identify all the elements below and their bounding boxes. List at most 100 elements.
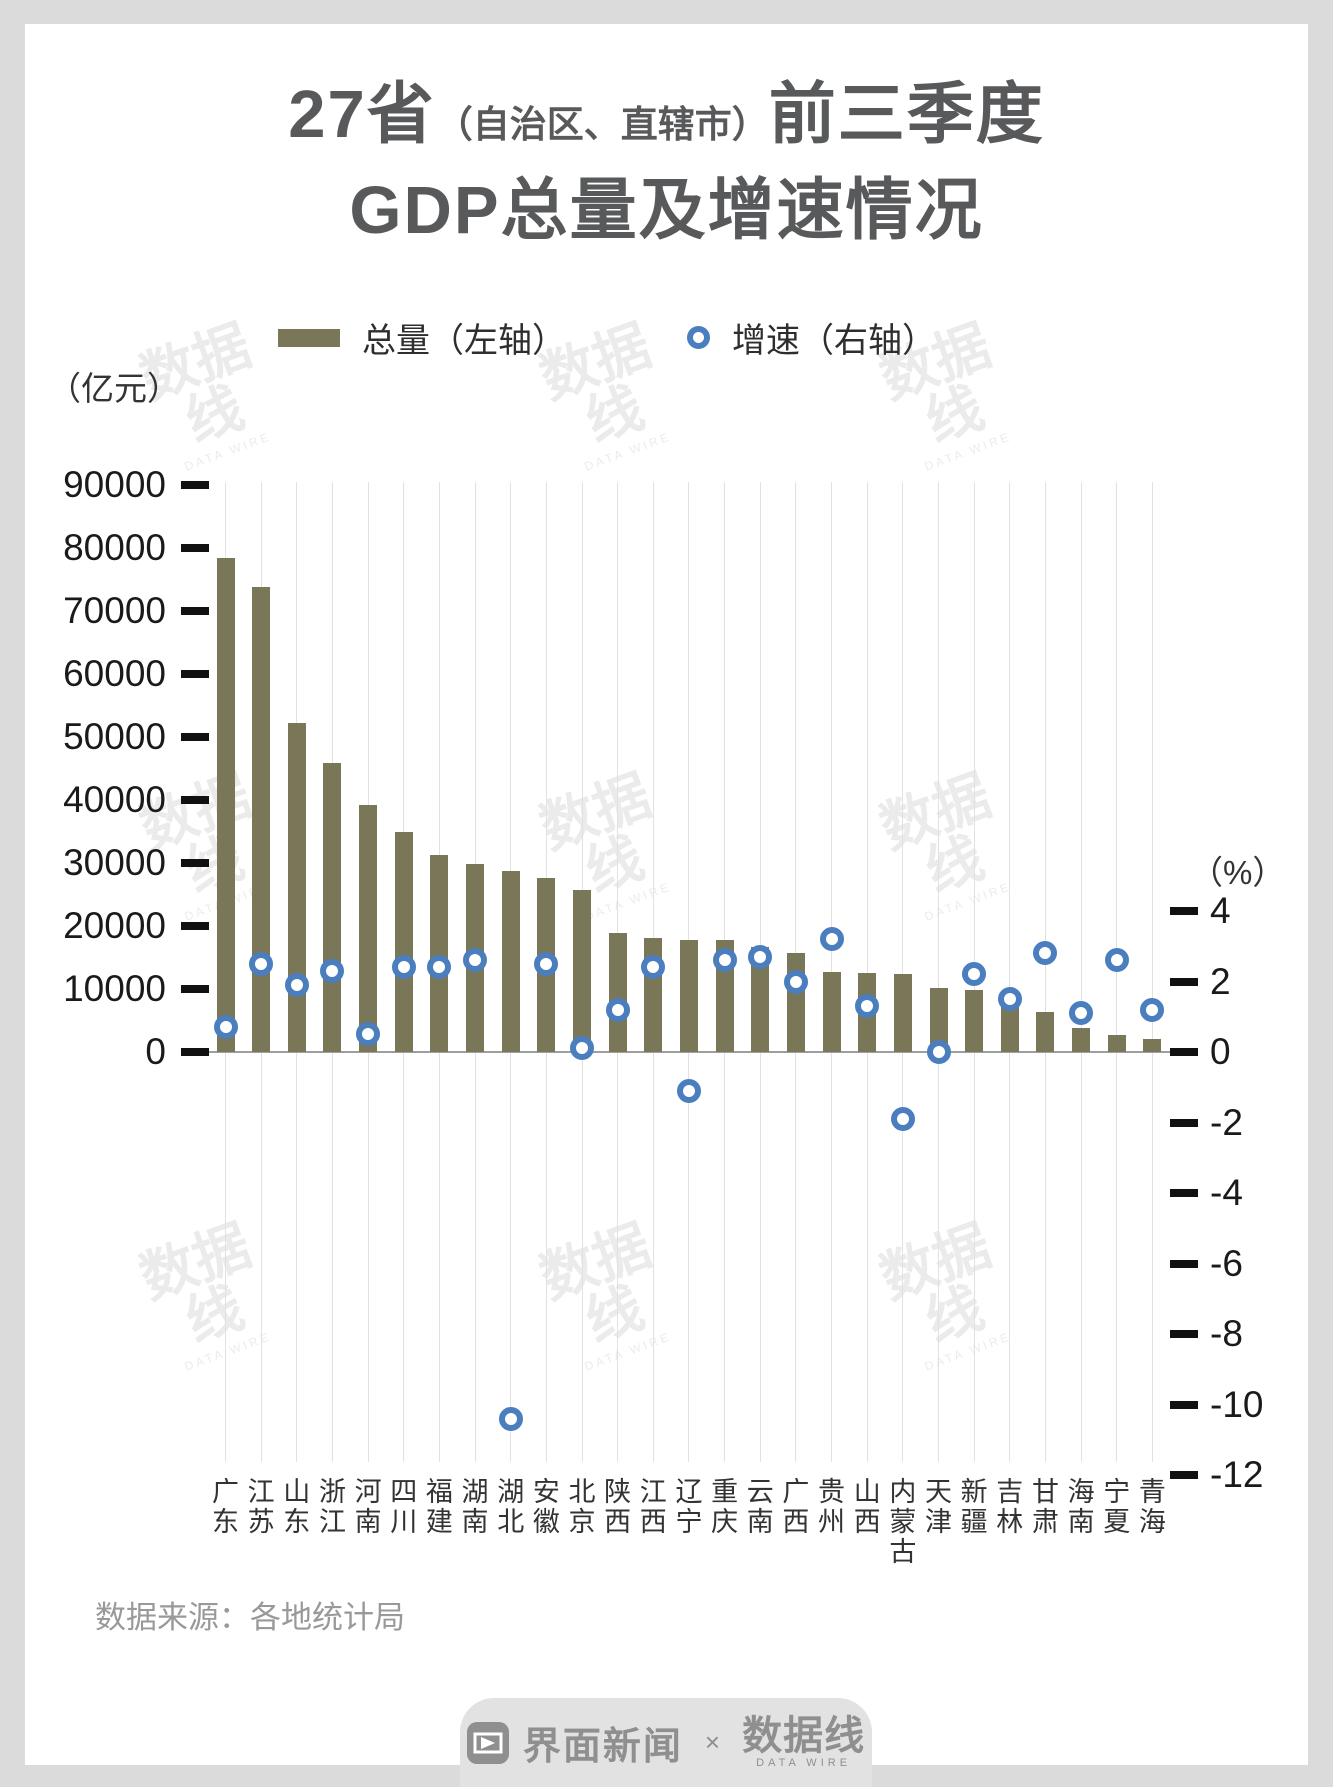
growth-dot [605, 997, 630, 1022]
right-axis-tick-label: 4 [1210, 890, 1231, 931]
right-axis-tick-label: 0 [1210, 1031, 1231, 1072]
right-axis-tick [1170, 1259, 1198, 1268]
growth-dot [534, 951, 559, 976]
left-axis-tick [181, 481, 209, 489]
x-axis-label: 安 徽 [532, 1477, 560, 1537]
x-axis-label: 江 西 [639, 1477, 667, 1537]
gdp-bar [608, 933, 627, 1052]
footer-separator: × [704, 1727, 721, 1757]
x-axis-label: 海 南 [1067, 1477, 1095, 1537]
x-axis-label: 甘 肃 [1031, 1477, 1059, 1537]
x-axis-label: 云 南 [746, 1477, 774, 1537]
legend-label-growth: 增速（右轴） [732, 322, 936, 360]
x-axis-label: 新 疆 [960, 1477, 988, 1537]
growth-dot [498, 1406, 523, 1431]
gdp-bar [252, 587, 271, 1052]
left-axis-tick-label: 80000 [63, 527, 166, 568]
growth-dot [855, 994, 880, 1019]
title-part-2: （自治区、直辖市） [435, 104, 769, 145]
datawire-logo-text: 数据线 [742, 1713, 866, 1758]
left-axis-unit: （亿元） [48, 370, 180, 407]
growth-dot [926, 1040, 951, 1064]
left-axis-tick [181, 670, 209, 678]
source-note: 数据来源：各地统计局 [95, 1600, 405, 1635]
chart-card [25, 24, 1308, 1765]
x-axis-label: 内 蒙 古 [889, 1477, 917, 1567]
right-axis-tick [1170, 1048, 1198, 1056]
legend-item-growth: 增速（右轴） [687, 313, 936, 362]
gdp-bar [216, 558, 235, 1052]
title-part-3: 前三季度 [768, 77, 1045, 152]
x-axis-label: 贵 州 [818, 1477, 846, 1537]
circle-marker-icon [687, 326, 710, 349]
right-axis-tick-label: -8 [1210, 1313, 1243, 1354]
grid-line [831, 482, 833, 1462]
title-line-2: GDP总量及增速情况 [349, 173, 984, 248]
growth-dot [391, 955, 416, 980]
grid-line [1009, 482, 1011, 1462]
x-axis-label: 广 西 [782, 1477, 810, 1537]
gdp-bar [323, 763, 342, 1052]
x-axis-label: 天 津 [925, 1477, 952, 1537]
gdp-bar [1036, 1012, 1055, 1052]
footer-brand-tab: 界面新闻 × 数据线 DATA WIRE [460, 1698, 872, 1787]
growth-dot [1140, 997, 1165, 1022]
x-axis-label: 北 京 [568, 1477, 596, 1537]
gdp-bar [359, 804, 378, 1052]
datawire-logo-subtext: DATA WIRE [756, 1756, 852, 1769]
left-axis-tick-label: 50000 [63, 716, 166, 757]
growth-dot [1069, 1001, 1094, 1026]
left-axis-tick [181, 733, 209, 741]
title-part-1: 27省 [288, 77, 436, 152]
jiemian-logo-icon [466, 1721, 509, 1764]
right-axis-unit: （%） [1190, 854, 1286, 891]
grid-line [938, 482, 939, 1462]
bar-swatch-icon [278, 328, 340, 347]
growth-dot [962, 962, 987, 987]
left-axis-tick-label: 30000 [63, 842, 166, 883]
grid-line [866, 482, 868, 1462]
growth-dot [284, 973, 309, 998]
growth-dot [249, 951, 274, 976]
right-axis-tick-label: -6 [1210, 1242, 1243, 1284]
x-axis-label: 河 南 [354, 1477, 382, 1537]
growth-dot [1104, 948, 1129, 973]
legend-label-total: 总量（左轴） [362, 322, 566, 360]
gdp-bar [573, 889, 591, 1052]
x-axis-label: 重 庆 [711, 1477, 739, 1537]
gdp-bar [501, 870, 520, 1052]
gdp-bar [1143, 1038, 1162, 1052]
right-axis-tick [1170, 977, 1198, 986]
x-axis-label: 四 川 [390, 1477, 418, 1537]
growth-dot [712, 948, 737, 973]
left-axis-tick [181, 985, 209, 993]
growth-dot [320, 958, 345, 983]
grid-line [1044, 482, 1046, 1462]
right-axis-tick [1170, 1118, 1198, 1127]
gdp-bar [287, 723, 306, 1052]
left-axis-tick [181, 607, 209, 615]
grid-line [1151, 482, 1153, 1462]
left-axis-tick [181, 1048, 209, 1056]
x-axis-label: 福 建 [425, 1477, 453, 1537]
x-axis-label: 广 东 [212, 1477, 239, 1537]
growth-dot [570, 1036, 594, 1061]
right-axis-tick-label: -10 [1210, 1383, 1264, 1425]
left-axis-tick-label: 10000 [63, 968, 166, 1009]
right-axis-tick [1170, 1189, 1198, 1197]
x-axis-label: 吉 林 [996, 1477, 1024, 1537]
x-axis-label: 宁 夏 [1103, 1477, 1131, 1537]
gdp-bar [394, 832, 413, 1052]
right-axis-tick-label: -12 [1210, 1454, 1264, 1495]
right-axis-tick-label: -4 [1210, 1172, 1243, 1213]
left-axis-tick-label: 0 [145, 1031, 166, 1072]
gdp-bar [965, 990, 984, 1052]
left-axis-tick-label: 60000 [63, 653, 166, 694]
gdp-bar [1107, 1034, 1126, 1052]
growth-dot [748, 944, 773, 969]
x-axis-label: 浙 江 [318, 1477, 346, 1537]
gdp-bar [822, 972, 841, 1052]
growth-dot [641, 955, 666, 980]
growth-dot [463, 948, 488, 973]
